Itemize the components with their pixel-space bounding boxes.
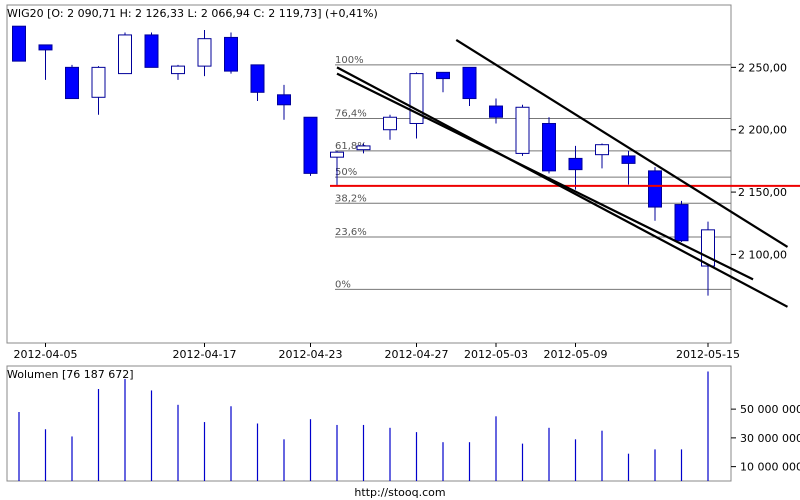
fibonacci-level-label: 0% — [335, 279, 351, 290]
candle-body — [144, 34, 159, 68]
fibonacci-level-label: 50% — [335, 167, 357, 178]
candle-body — [515, 106, 530, 154]
volume-panel: 10 000 000 30 000 000 50 000 000 — [6, 365, 800, 482]
volume-y-tick-label: 50 000 000 — [740, 403, 800, 416]
candle-body — [303, 116, 318, 174]
candle-body — [383, 116, 397, 131]
candle-body — [171, 65, 185, 75]
fibonacci-level-label: 76,4% — [335, 108, 367, 119]
candle-body — [38, 44, 53, 51]
trend-channel-line — [455, 38, 789, 248]
candle-body — [118, 34, 132, 75]
candle-body — [356, 145, 371, 151]
candle-body — [65, 66, 79, 100]
price-plot-frame — [6, 4, 732, 344]
fibonacci-level-label: 61,8% — [335, 141, 367, 152]
x-tick-label: 2012-05-15 — [676, 348, 740, 361]
candle-body — [197, 38, 212, 67]
candle-body — [250, 64, 265, 93]
volume-y-tick-label: 30 000 000 — [740, 432, 800, 445]
fibonacci-level-label: 23,6% — [335, 227, 367, 238]
candle-body — [542, 122, 556, 172]
trend-channel-line — [336, 72, 754, 281]
x-tick-label: 2012-04-27 — [385, 348, 449, 361]
candle-body — [568, 157, 583, 171]
candle-body — [224, 36, 238, 72]
volume-chart-title: Wolumen [76 187 672] — [7, 368, 134, 381]
x-tick-label: 2012-04-17 — [173, 348, 237, 361]
candle-body — [436, 71, 450, 80]
candle-body — [91, 66, 106, 98]
candle-body — [489, 105, 503, 118]
candle-body — [621, 155, 636, 164]
candle-body — [462, 66, 477, 100]
x-tick-label: 2012-05-03 — [464, 348, 528, 361]
candle-body — [277, 94, 291, 106]
candle-body — [701, 229, 715, 267]
fibonacci-level-label: 38,2% — [335, 193, 367, 204]
price-y-tick-label: 2 150,00 — [738, 186, 787, 199]
trend-channel-line — [336, 66, 789, 308]
x-tick-label: 2012-04-23 — [279, 348, 343, 361]
price-y-tick-label: 2 200,00 — [738, 124, 787, 137]
candle-body — [674, 204, 689, 242]
candle-body — [648, 170, 662, 208]
candle-body — [595, 144, 609, 156]
x-tick-label: 2012-05-09 — [544, 348, 608, 361]
candle-body — [330, 151, 344, 158]
volume-y-tick-label: 10 000 000 — [740, 461, 800, 474]
price-y-tick-label: 2 250,00 — [738, 61, 787, 74]
candle-body — [12, 25, 26, 62]
price-chart-title: WIG20 [O: 2 090,71 H: 2 126,33 L: 2 066,… — [7, 7, 378, 20]
fibonacci-level-label: 100% — [335, 55, 364, 66]
source-watermark: http://stooq.com — [354, 486, 445, 499]
price-panel: 100% 76,4% 61,8% 50% 38,2% 23,6% 0% 2 100,00 2 1… — [6, 4, 800, 361]
volume-plot-frame — [6, 365, 732, 482]
x-tick-label: 2012-04-05 — [14, 348, 78, 361]
price-y-tick-label: 2 100,00 — [738, 248, 787, 261]
